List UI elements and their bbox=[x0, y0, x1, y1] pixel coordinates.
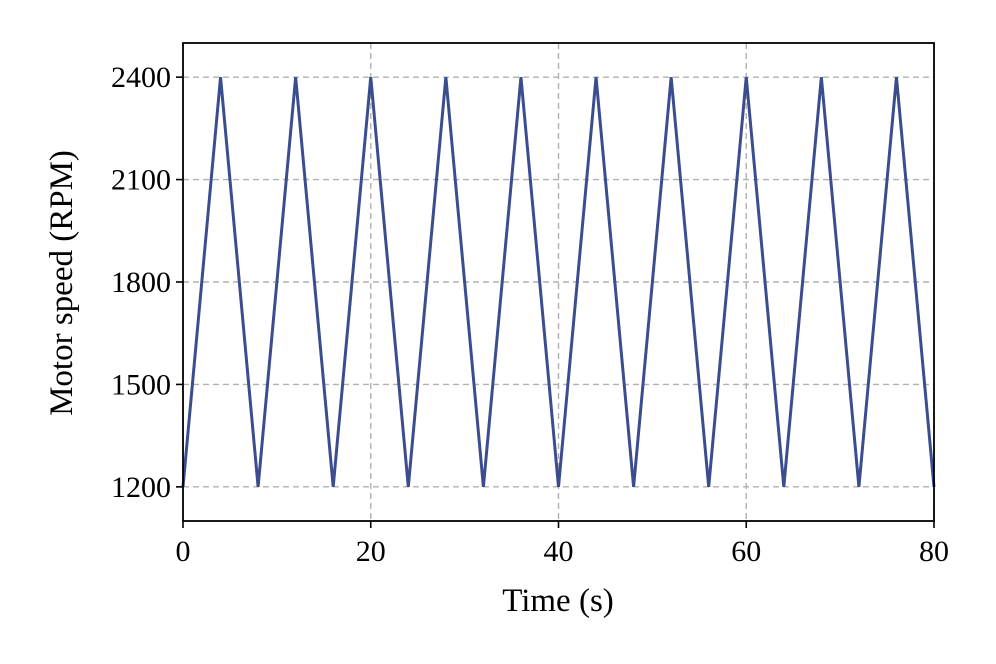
x-tick-labels: 0 20 40 60 80 bbox=[176, 535, 950, 568]
x-tick-label: 80 bbox=[919, 535, 949, 568]
y-tick-labels: 1200 1500 1800 2100 2400 bbox=[111, 61, 171, 504]
y-axis-label: Motor speed (RPM) bbox=[44, 150, 80, 416]
x-tick-label: 0 bbox=[176, 535, 191, 568]
x-tick-label: 60 bbox=[731, 535, 761, 568]
x-tick-label: 40 bbox=[544, 535, 574, 568]
y-tick-label: 1200 bbox=[111, 471, 171, 504]
tick-marks bbox=[176, 76, 935, 528]
y-tick-label: 2400 bbox=[111, 61, 171, 94]
x-tick-label: 20 bbox=[356, 535, 386, 568]
y-tick-label: 1800 bbox=[111, 266, 171, 299]
series-layer bbox=[181, 77, 936, 487]
y-tick-label: 2100 bbox=[111, 164, 171, 197]
x-axis-label: Time (s) bbox=[502, 583, 614, 619]
series-line bbox=[181, 77, 936, 487]
y-tick-label: 1500 bbox=[111, 368, 171, 401]
grid bbox=[182, 43, 935, 521]
